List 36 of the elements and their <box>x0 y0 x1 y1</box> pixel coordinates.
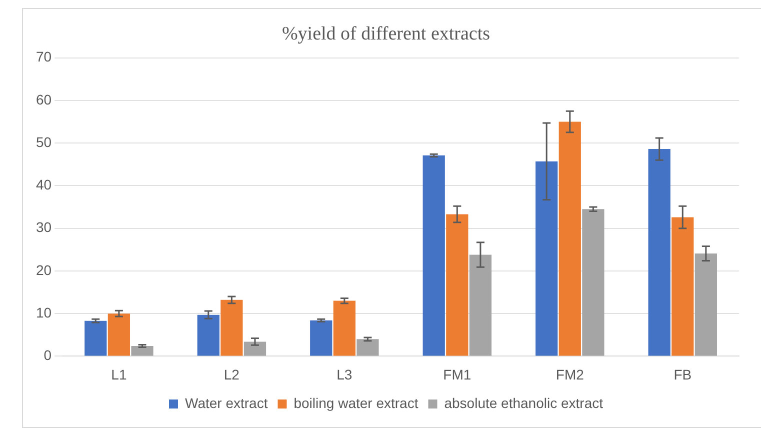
x-tick-label: FM1 <box>443 366 472 382</box>
bar <box>446 214 468 356</box>
bar <box>536 161 558 356</box>
bar <box>220 300 243 356</box>
y-tick-label: 50 <box>36 134 52 150</box>
x-tick-label: L1 <box>111 366 127 382</box>
y-tick-label: 60 <box>36 91 52 108</box>
y-tick-label: 20 <box>36 262 52 278</box>
bar <box>197 314 220 356</box>
bar <box>333 300 356 356</box>
y-tick-label: 10 <box>36 304 52 320</box>
bar <box>356 339 379 356</box>
y-tick-label: 70 <box>36 48 52 65</box>
chart-title: %yield of different extracts <box>282 23 490 44</box>
y-tick-label: 0 <box>44 347 52 364</box>
legend-label: absolute ethanolic extract <box>444 394 604 411</box>
bar <box>648 149 670 356</box>
y-tick-label: 30 <box>36 219 52 236</box>
y-tick-label: 40 <box>36 176 52 193</box>
x-tick-label: L2 <box>224 366 240 382</box>
bar <box>131 346 154 356</box>
bar <box>84 320 107 356</box>
bar <box>558 122 581 356</box>
x-tick-label: L3 <box>336 366 352 382</box>
bar <box>469 254 492 356</box>
x-tick-label: FM2 <box>556 366 584 382</box>
legend-label: boiling water extract <box>294 394 418 411</box>
bar <box>422 155 445 356</box>
x-tick-label: FB <box>674 366 692 382</box>
bar <box>108 314 130 356</box>
bar <box>694 253 717 356</box>
bar <box>310 320 332 356</box>
bar <box>672 217 694 356</box>
bar <box>244 342 266 356</box>
bar <box>582 209 604 356</box>
legend-label: Water extract <box>185 394 268 411</box>
